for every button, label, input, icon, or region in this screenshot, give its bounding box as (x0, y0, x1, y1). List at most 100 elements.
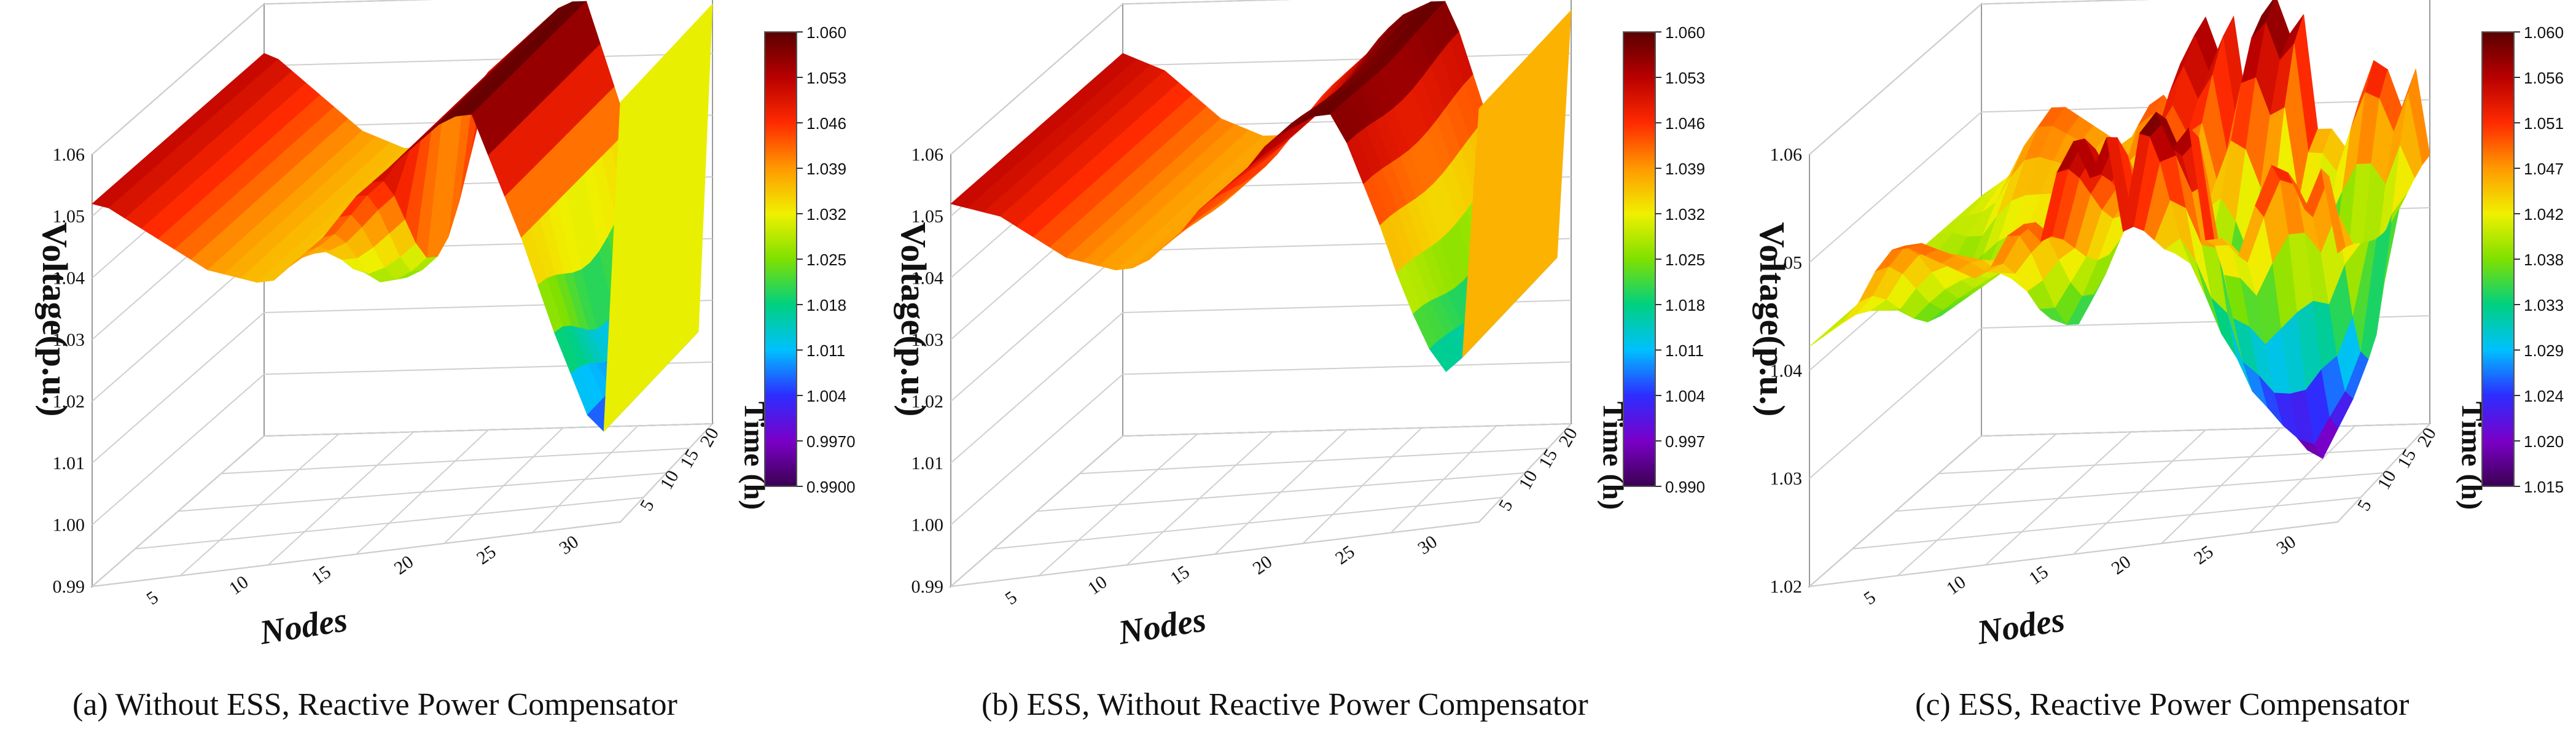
colorbar-tick-label: 0.9970 (806, 432, 856, 451)
x-axis-label: Nodes (257, 601, 350, 652)
x-tick-label: 15 (308, 562, 335, 589)
colorbar-tick-label: 1.032 (1665, 205, 1705, 224)
colorbar-tick-label: 1.039 (1665, 160, 1705, 178)
z-tick-label: 1.00 (911, 515, 944, 535)
z-tick-label: 1.05 (1770, 252, 1803, 273)
y-tick-label: 5 (636, 496, 658, 514)
z-tick-label: 1.01 (53, 453, 85, 473)
y-tick-label: 15 (1535, 446, 1562, 472)
colorbar-tick-label: 1.039 (806, 160, 846, 178)
z-axis-label: Voltage(p.u.) (894, 222, 934, 417)
colorbar-tick-label: 1.024 (2524, 387, 2564, 405)
chart-panel-c: 1.02 1.03 1.04 1.05 1.06 Voltage(p.u.) 5 10 15 20… (1717, 0, 2576, 732)
z-tick-label: 1.02 (53, 392, 85, 412)
colorbar-tick-label: 1.033 (2524, 296, 2564, 314)
voltage-surface (1809, 0, 2430, 459)
x-tick-label: 10 (1084, 572, 1111, 599)
colorbar-tick-label: 1.046 (806, 114, 846, 133)
y-tick-label: 5 (1495, 496, 1517, 514)
colorbar-tick-label: 1.046 (1665, 114, 1705, 133)
x-tick-label: 30 (555, 531, 582, 558)
colorbar-tick-label: 1.047 (2524, 160, 2564, 178)
colorbar-tick-label: 1.032 (806, 205, 846, 224)
x-axis-label: Nodes (1974, 601, 2067, 652)
caption-a: (a) Without ESS, Reactive Power Compensa… (72, 687, 677, 722)
colorbar-tick-label: 1.004 (806, 387, 846, 405)
surface-chart-svg: 0.99 1.00 1.01 1.02 1.03 1.04 1.05 1.06 Voltage(… (894, 0, 1705, 652)
x-tick-label: 25 (1332, 542, 1359, 569)
x-tick-label: 30 (1414, 531, 1441, 558)
surface-chart-svg: 0.99 1.00 1.01 1.02 1.03 1.04 1.05 1.06 Voltage(… (35, 0, 856, 652)
y-tick-label: 15 (676, 446, 703, 472)
colorbar (1623, 31, 1656, 487)
x-tick-label: 20 (391, 551, 418, 578)
x-tick-label: 30 (2273, 531, 2300, 558)
voltage-surface (92, 1, 713, 432)
colorbar-tick-label: 1.042 (2524, 205, 2564, 224)
z-tick-label: 1.01 (911, 453, 944, 473)
z-tick-label: 1.02 (911, 392, 944, 412)
colorbar-tick-label: 1.053 (1665, 69, 1705, 87)
x-tick-label: 5 (1002, 587, 1021, 609)
x-tick-label: 5 (143, 587, 162, 609)
colorbar-tick-label: 1.018 (1665, 296, 1705, 314)
x-tick-label: 20 (2108, 551, 2135, 578)
z-tick-label: 1.03 (53, 330, 85, 350)
colorbar-tick-label: 1.015 (2524, 478, 2564, 496)
x-tick-label: 5 (1860, 587, 1879, 609)
x-tick-label: 25 (2190, 542, 2217, 569)
z-tick-label: 1.04 (911, 268, 944, 289)
z-tick-label: 0.99 (53, 577, 85, 597)
x-axis-label: Nodes (1115, 601, 1209, 652)
colorbar-tick-label: 1.060 (806, 23, 846, 42)
colorbar-tick-label: 1.056 (2524, 69, 2564, 87)
chart-panel-b: 0.99 1.00 1.01 1.02 1.03 1.04 1.05 1.06 Voltage(… (859, 0, 1717, 732)
colorbar-tick-label: 1.051 (2524, 114, 2564, 133)
x-tick-label: 20 (1249, 551, 1276, 578)
x-tick-label: 15 (1166, 562, 1193, 589)
z-axis-label: Voltage(p.u.) (35, 222, 75, 417)
colorbar-tick-label: 1.018 (806, 296, 846, 314)
y-tick-label: 15 (2394, 446, 2421, 472)
colorbar-tick-label: 1.060 (2524, 23, 2564, 42)
z-tick-label: 1.04 (53, 268, 85, 289)
z-tick-label: 1.03 (911, 330, 944, 350)
colorbar-tick-label: 1.011 (806, 341, 845, 360)
colorbar-tick-label: 0.990 (1665, 478, 1705, 496)
x-tick-label: 10 (1943, 572, 1970, 599)
z-tick-label: 1.06 (1770, 145, 1803, 165)
y-tick-label: 10 (2373, 467, 2400, 493)
z-tick-label: 1.00 (53, 515, 85, 535)
colorbar-tick-label: 1.025 (806, 251, 846, 269)
x-tick-label: 25 (473, 542, 500, 569)
z-tick-label: 1.04 (1770, 360, 1803, 381)
colorbar-tick-label: 0.997 (1665, 432, 1705, 451)
y-tick-label: 5 (2354, 496, 2376, 514)
voltage-surface (950, 1, 1572, 372)
z-tick-label: 0.99 (911, 577, 944, 597)
colorbar-tick-label: 1.038 (2524, 251, 2564, 269)
colorbar-tick-label: 1.004 (1665, 387, 1705, 405)
y-tick-label: 20 (1555, 424, 1582, 450)
z-tick-label: 1.03 (1770, 469, 1803, 489)
caption-c: (c) ESS, Reactive Power Compensator (1915, 687, 2410, 722)
z-tick-label: 1.06 (53, 145, 85, 165)
colorbar-tick-label: 0.9900 (806, 478, 856, 496)
colorbar-tick-label: 1.025 (1665, 251, 1705, 269)
colorbar (764, 31, 797, 487)
z-tick-label: 1.05 (911, 206, 944, 227)
y-tick-label: 10 (656, 467, 683, 493)
y-tick-label: 20 (2413, 424, 2440, 450)
x-tick-label: 10 (225, 572, 252, 599)
x-tick-label: 15 (2025, 562, 2052, 589)
y-tick-label: 20 (696, 424, 723, 450)
colorbar-tick-label: 1.053 (806, 69, 846, 87)
z-tick-label: 1.02 (1770, 577, 1803, 597)
z-tick-label: 1.06 (911, 145, 944, 165)
caption-b: (b) ESS, Without Reactive Power Compensa… (982, 687, 1588, 722)
colorbar-tick-label: 1.060 (1665, 23, 1705, 42)
colorbar-tick-label: 1.011 (1665, 341, 1704, 360)
colorbar (2481, 31, 2515, 487)
colorbar-tick-label: 1.020 (2524, 432, 2564, 451)
